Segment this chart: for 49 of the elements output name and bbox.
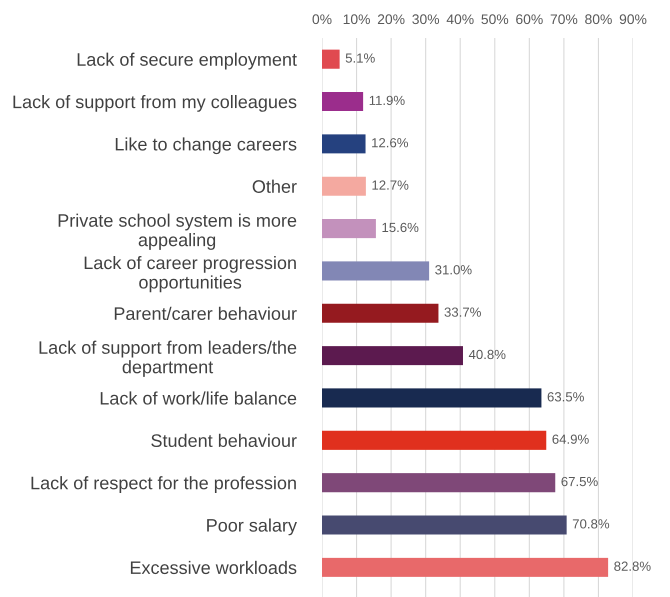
bar <box>322 261 430 280</box>
x-tick-label: 10% <box>344 14 370 24</box>
data-label: 15.6% <box>382 222 418 232</box>
y-tick-label: Like to change careers <box>116 137 296 154</box>
bar <box>322 388 542 408</box>
data-label: 64.9% <box>552 434 589 444</box>
data-label: 63.5% <box>548 392 584 402</box>
y-tick-label: Lack of support from my colleagues <box>13 94 296 112</box>
bar <box>322 50 340 69</box>
bar <box>322 430 546 450</box>
data-label: 12.7% <box>372 180 408 190</box>
x-tick-label: 70% <box>550 14 578 24</box>
x-tick-label: 90% <box>620 14 646 24</box>
y-tick-label: Lack of respect for the profession <box>32 476 296 493</box>
y-tick-label: Student behaviour <box>151 434 297 448</box>
data-label: 12.6% <box>372 138 408 148</box>
y-tick-label: Other <box>252 180 297 193</box>
bar <box>322 219 376 238</box>
data-label: 40.8% <box>468 350 506 360</box>
y-tick-label: Lack of career progression opportunities <box>84 256 296 292</box>
bar <box>322 473 556 492</box>
x-tick-label: 20% <box>378 14 405 24</box>
y-tick-label: Parent/carer behaviour <box>114 306 297 320</box>
y-tick-label: Poor salary <box>207 518 297 536</box>
x-tick-label: 0% <box>312 14 332 24</box>
data-label: 33.7% <box>444 307 481 317</box>
bar <box>322 176 366 196</box>
x-tick-label: 50% <box>481 14 508 24</box>
x-tick-label: 80% <box>585 14 612 24</box>
bar <box>322 515 567 535</box>
y-tick-label: Excessive workloads <box>130 560 296 574</box>
y-tick-label: Private school system is more appealing <box>58 214 296 250</box>
y-tick-label: Lack of support from leaders/the department <box>40 340 296 377</box>
data-label: 70.8% <box>572 519 610 529</box>
data-label: 11.9% <box>370 96 405 106</box>
y-tick-label: Lack of work/life balance <box>100 391 296 405</box>
x-tick-label: 60% <box>516 14 543 24</box>
data-label: 5.1% <box>346 53 375 63</box>
data-label: 82.8% <box>614 562 651 571</box>
x-tick-label: 30% <box>412 14 440 24</box>
bar <box>322 92 364 112</box>
y-tick-label: Lack of secure employment <box>78 52 297 70</box>
data-label: 67.5% <box>561 476 598 486</box>
bar <box>322 558 608 577</box>
bar <box>322 346 463 366</box>
x-tick-label: 40% <box>446 14 474 24</box>
bar <box>322 304 438 323</box>
data-label: 31.0% <box>435 265 472 274</box>
bar <box>322 134 366 154</box>
